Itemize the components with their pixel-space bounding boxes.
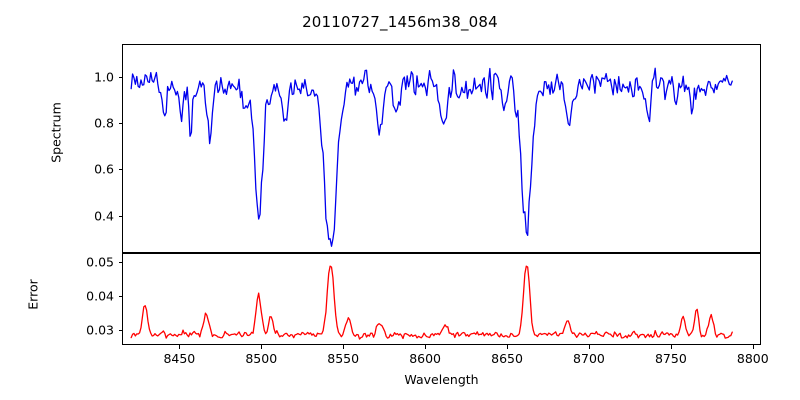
x-tick-mark (588, 345, 591, 349)
x-tick-label: 8500 (245, 351, 278, 366)
x-tick-mark (507, 345, 509, 349)
x-tick-label: 8650 (491, 351, 523, 366)
x-tick-mark (179, 345, 181, 349)
y-tick-mark-spectrum (118, 122, 122, 125)
error-plot-area (130, 265, 733, 340)
x-tick-label: 8750 (654, 351, 687, 366)
page-title: 20110727_1456m38_084 (302, 13, 498, 31)
x-tick-mark (425, 345, 427, 349)
x-tick-label: 8600 (409, 351, 442, 366)
x-tick-mark (670, 345, 672, 349)
y-tick-label-spectrum: 0.6 (94, 161, 114, 177)
error-panel (122, 253, 761, 345)
y-tick-label-spectrum: 0.4 (94, 208, 114, 224)
x-tick-label: 8700 (573, 351, 605, 366)
y-tick-mark-spectrum (118, 76, 122, 78)
spectrum-plot-area (130, 67, 733, 247)
x-tick-mark (261, 345, 263, 349)
y-tick-mark-spectrum (118, 169, 122, 171)
y-tick-label-spectrum: 0.8 (94, 115, 114, 131)
x-tick-mark (752, 345, 754, 349)
y-tick-mark-error (118, 261, 122, 263)
y-tick-mark-error (118, 329, 122, 331)
y-tick-mark-error (118, 295, 122, 297)
x-tick-label: 8450 (163, 351, 196, 366)
x-axis-label: Wavelength (404, 372, 479, 387)
y-tick-label-spectrum: 1.0 (94, 69, 114, 84)
spectrum-panel (122, 44, 761, 253)
y-tick-mark-spectrum (118, 215, 122, 217)
x-tick-label: 8550 (327, 351, 360, 366)
y-tick-label-error: 0.03 (86, 322, 114, 338)
error-data-line (130, 265, 733, 340)
y-tick-label-error: 0.04 (86, 288, 114, 304)
x-tick-mark (343, 345, 345, 349)
spectrum-data-line (130, 67, 733, 247)
y-tick-label-error: 0.05 (86, 254, 114, 270)
x-tick-label: 8800 (736, 351, 769, 366)
